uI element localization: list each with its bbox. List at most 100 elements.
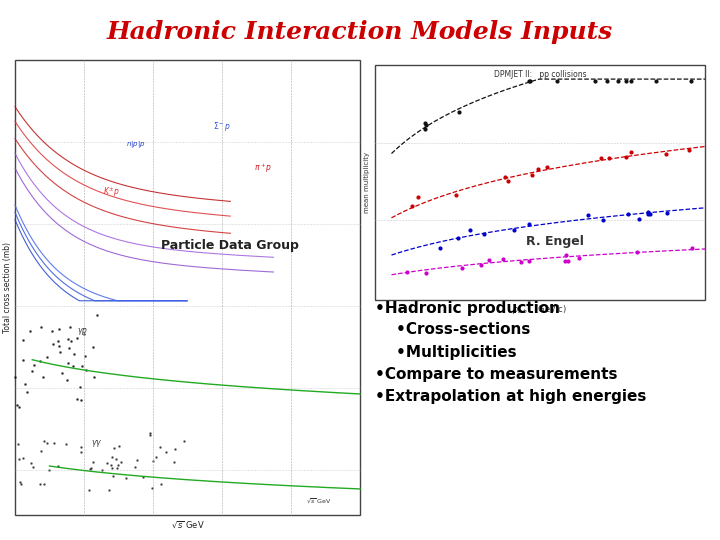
Point — [71, 334, 82, 343]
Point — [105, 460, 117, 469]
Point — [523, 220, 534, 228]
Point — [35, 480, 46, 488]
Point — [48, 340, 59, 348]
Point — [633, 215, 644, 224]
Text: mean multiplicity: mean multiplicity — [364, 152, 370, 213]
Point — [631, 247, 643, 256]
Text: •Compare to measurements: •Compare to measurements — [375, 367, 618, 381]
Point — [483, 256, 495, 265]
Point — [559, 257, 570, 266]
Text: •Cross-sections: •Cross-sections — [375, 322, 531, 338]
Point — [573, 253, 585, 262]
Point — [78, 329, 90, 338]
Point — [63, 343, 75, 352]
Point — [561, 251, 572, 259]
Point — [475, 261, 487, 269]
Point — [413, 193, 424, 201]
Point — [120, 474, 132, 482]
Point — [27, 463, 39, 471]
Point — [419, 124, 431, 133]
Point — [464, 226, 476, 234]
Text: $\sqrt{s}$ GeV: $\sqrt{s}$ GeV — [306, 496, 331, 505]
Text: •Multiplicities: •Multiplicities — [375, 345, 517, 360]
Point — [68, 349, 80, 358]
Point — [112, 461, 124, 470]
Point — [107, 471, 119, 480]
Point — [642, 207, 654, 216]
Point — [144, 430, 156, 439]
Point — [79, 352, 91, 361]
Point — [642, 210, 654, 218]
Point — [662, 209, 673, 218]
Point — [589, 77, 600, 85]
Point — [435, 244, 446, 252]
Point — [650, 77, 662, 85]
Point — [75, 396, 86, 404]
Point — [11, 400, 22, 409]
Point — [687, 244, 698, 252]
Point — [110, 455, 122, 463]
Point — [38, 437, 50, 445]
Point — [562, 257, 574, 266]
Point — [406, 201, 418, 210]
Point — [402, 267, 413, 276]
Point — [62, 359, 73, 367]
Point — [42, 353, 53, 361]
Point — [621, 77, 632, 85]
Point — [76, 443, 87, 451]
Point — [146, 483, 158, 492]
Point — [523, 77, 534, 85]
Point — [75, 448, 86, 457]
Point — [35, 322, 47, 331]
Point — [87, 458, 99, 467]
Point — [24, 459, 36, 468]
Point — [132, 456, 143, 464]
Point — [150, 453, 162, 462]
Point — [625, 147, 636, 156]
Bar — [375, 65, 705, 300]
Point — [76, 362, 87, 370]
Point — [13, 455, 24, 463]
Text: $p_{lab}$   (GeV/c): $p_{lab}$ (GeV/c) — [513, 303, 567, 316]
Point — [582, 211, 594, 220]
Point — [71, 395, 83, 403]
Point — [52, 462, 63, 470]
Point — [38, 480, 50, 488]
Text: Particle Data Group: Particle Data Group — [161, 239, 299, 252]
Point — [14, 477, 26, 486]
Point — [17, 454, 29, 463]
Text: $\gamma\gamma$: $\gamma\gamma$ — [91, 438, 102, 449]
Point — [154, 442, 166, 451]
Point — [19, 380, 30, 389]
Point — [74, 382, 86, 391]
Point — [89, 373, 100, 382]
Point — [24, 326, 35, 335]
Point — [84, 464, 96, 473]
Point — [595, 154, 607, 163]
Point — [526, 170, 537, 179]
Text: $K^{\pm}p$: $K^{\pm}p$ — [103, 185, 120, 199]
Point — [499, 173, 510, 181]
Point — [48, 438, 60, 447]
Point — [56, 369, 68, 377]
Point — [148, 457, 159, 466]
Point — [35, 447, 46, 455]
Point — [498, 255, 509, 264]
Point — [85, 463, 96, 472]
Point — [551, 77, 562, 85]
Point — [9, 373, 21, 382]
Point — [103, 485, 114, 494]
Point — [168, 457, 180, 466]
Text: $\gamma p$: $\gamma p$ — [77, 326, 88, 337]
Point — [96, 465, 108, 474]
Point — [83, 486, 94, 495]
Point — [683, 145, 695, 154]
Point — [178, 437, 189, 445]
Point — [420, 269, 432, 278]
Point — [621, 153, 632, 161]
Text: $n|p|p$: $n|p|p$ — [126, 139, 145, 150]
Point — [622, 210, 634, 219]
Point — [452, 233, 464, 242]
Point — [16, 480, 27, 488]
Text: Total cross section (mb): Total cross section (mb) — [4, 242, 12, 333]
